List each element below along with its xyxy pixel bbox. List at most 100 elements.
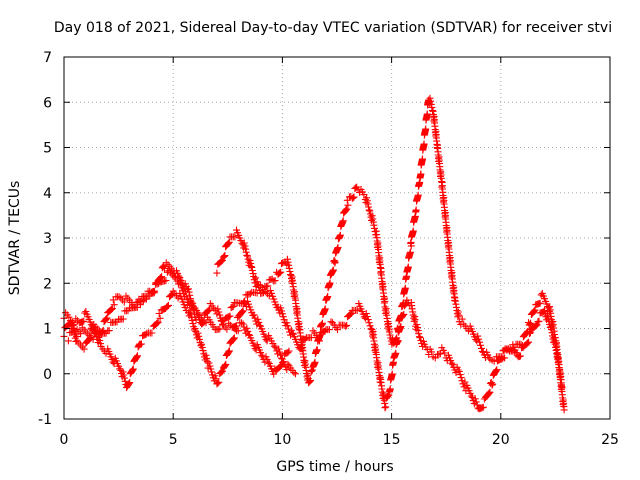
data-point <box>218 257 226 265</box>
data-point <box>558 383 566 391</box>
data-point <box>138 340 145 348</box>
data-point <box>475 335 483 343</box>
data-point <box>208 368 216 376</box>
data-point <box>246 290 254 298</box>
data-point <box>148 329 156 337</box>
data-point <box>228 303 236 311</box>
data-point <box>205 307 213 315</box>
x-tick-label: 10 <box>273 432 291 448</box>
data-point <box>524 327 532 335</box>
data-point <box>473 401 481 409</box>
data-point <box>369 215 377 223</box>
x-axis-ticks: 0 5 10 15 20 25 <box>60 57 619 448</box>
data-point <box>283 255 291 263</box>
data-point <box>242 248 250 256</box>
data-point <box>109 358 117 366</box>
data-point <box>239 307 247 315</box>
data-point <box>212 375 220 383</box>
data-point <box>395 326 402 334</box>
data-point <box>248 267 256 274</box>
data-point <box>313 346 321 354</box>
data-point <box>243 324 251 332</box>
data-point <box>305 378 313 386</box>
data-point <box>531 306 539 314</box>
data-point <box>116 365 124 373</box>
data-point <box>119 368 127 376</box>
data-point <box>497 353 505 361</box>
data-point <box>366 210 374 218</box>
data-point <box>456 371 464 379</box>
data-point <box>307 334 315 342</box>
data-point <box>342 322 350 330</box>
data-point <box>488 381 496 389</box>
data-point <box>560 406 568 414</box>
x-tick-label: 5 <box>169 432 178 448</box>
data-point <box>216 325 224 333</box>
data-point <box>199 347 207 355</box>
data-point <box>364 200 372 208</box>
data-point <box>485 389 493 397</box>
data-point <box>290 369 298 377</box>
data-point <box>457 374 465 382</box>
data-point <box>523 328 531 336</box>
data-point <box>181 288 189 296</box>
data-point <box>467 392 475 400</box>
data-point <box>189 320 197 328</box>
data-point <box>247 306 255 314</box>
data-point <box>381 404 389 412</box>
data-point <box>365 319 373 327</box>
data-point <box>388 370 396 378</box>
data-point <box>102 316 109 324</box>
data-point <box>353 306 361 314</box>
data-point <box>280 358 287 366</box>
data-point <box>96 340 104 348</box>
data-point <box>285 264 293 272</box>
data-point <box>175 275 183 283</box>
data-point <box>474 332 482 340</box>
data-point <box>336 231 344 239</box>
data-point <box>364 316 372 324</box>
data-point <box>397 311 405 319</box>
data-point <box>287 326 295 334</box>
data-point <box>486 388 494 396</box>
data-point <box>157 274 165 281</box>
data-point <box>254 315 262 323</box>
data-point <box>490 357 498 365</box>
data-point <box>175 272 183 280</box>
data-point <box>224 240 232 248</box>
data-point <box>186 291 194 299</box>
data-point <box>229 302 237 310</box>
data-point <box>153 319 161 327</box>
data-point <box>343 321 351 329</box>
data-point <box>214 379 222 387</box>
data-point <box>119 315 127 323</box>
data-point <box>260 289 267 297</box>
data-point <box>308 367 316 375</box>
data-point <box>385 391 393 399</box>
data-point <box>165 301 172 309</box>
series-trace-a <box>60 259 299 378</box>
data-point <box>105 327 113 335</box>
data-point <box>243 251 251 259</box>
data-point <box>493 366 501 374</box>
data-point <box>325 326 333 334</box>
data-point <box>249 270 257 278</box>
data-point <box>255 318 263 326</box>
data-point <box>504 346 512 354</box>
data-point <box>351 185 359 192</box>
data-point <box>329 266 337 274</box>
data-point <box>311 358 319 366</box>
data-point <box>326 279 334 287</box>
data-point <box>321 305 329 313</box>
data-point <box>161 265 168 272</box>
data-point <box>285 347 293 355</box>
data-point <box>251 345 259 352</box>
data-point <box>366 207 374 215</box>
data-point <box>525 338 533 346</box>
data-point <box>230 334 238 342</box>
y-tick-label: 7 <box>43 50 52 66</box>
data-point <box>519 342 527 349</box>
data-point <box>219 253 227 261</box>
data-point <box>275 345 283 353</box>
data-point <box>308 366 316 374</box>
